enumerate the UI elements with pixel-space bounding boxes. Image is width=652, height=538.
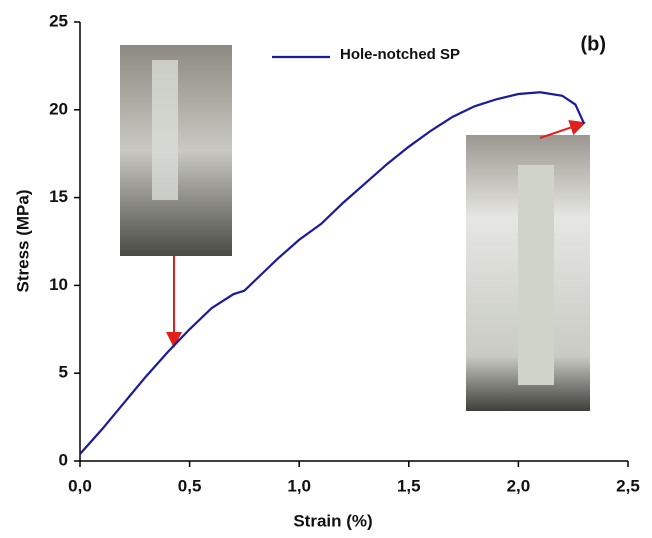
x-tick-label: 2,5 [616,476,640,495]
y-tick-label: 20 [49,99,68,118]
y-tick-label: 10 [49,275,68,294]
y-axis-label: Stress (MPa) [13,190,32,293]
y-tick-label: 25 [49,11,68,30]
y-tick-label: 15 [49,187,68,206]
arrow [539,119,586,139]
legend-label: Hole-notched SP [340,46,460,63]
line-series [79,91,586,455]
x-tick-label: 0,5 [178,476,202,495]
x-tick-label: 2,0 [507,476,531,495]
x-tick-label: 0,0 [68,476,92,495]
x-tick-label: 1,0 [287,476,311,495]
panel-label: (b) [580,33,606,55]
y-tick-label: 5 [59,363,68,382]
x-axis-label: Strain (%) [293,511,372,530]
x-tick-label: 1,5 [397,476,421,495]
specimen [518,165,554,385]
specimen [152,60,178,200]
y-tick-label: 0 [59,450,68,469]
